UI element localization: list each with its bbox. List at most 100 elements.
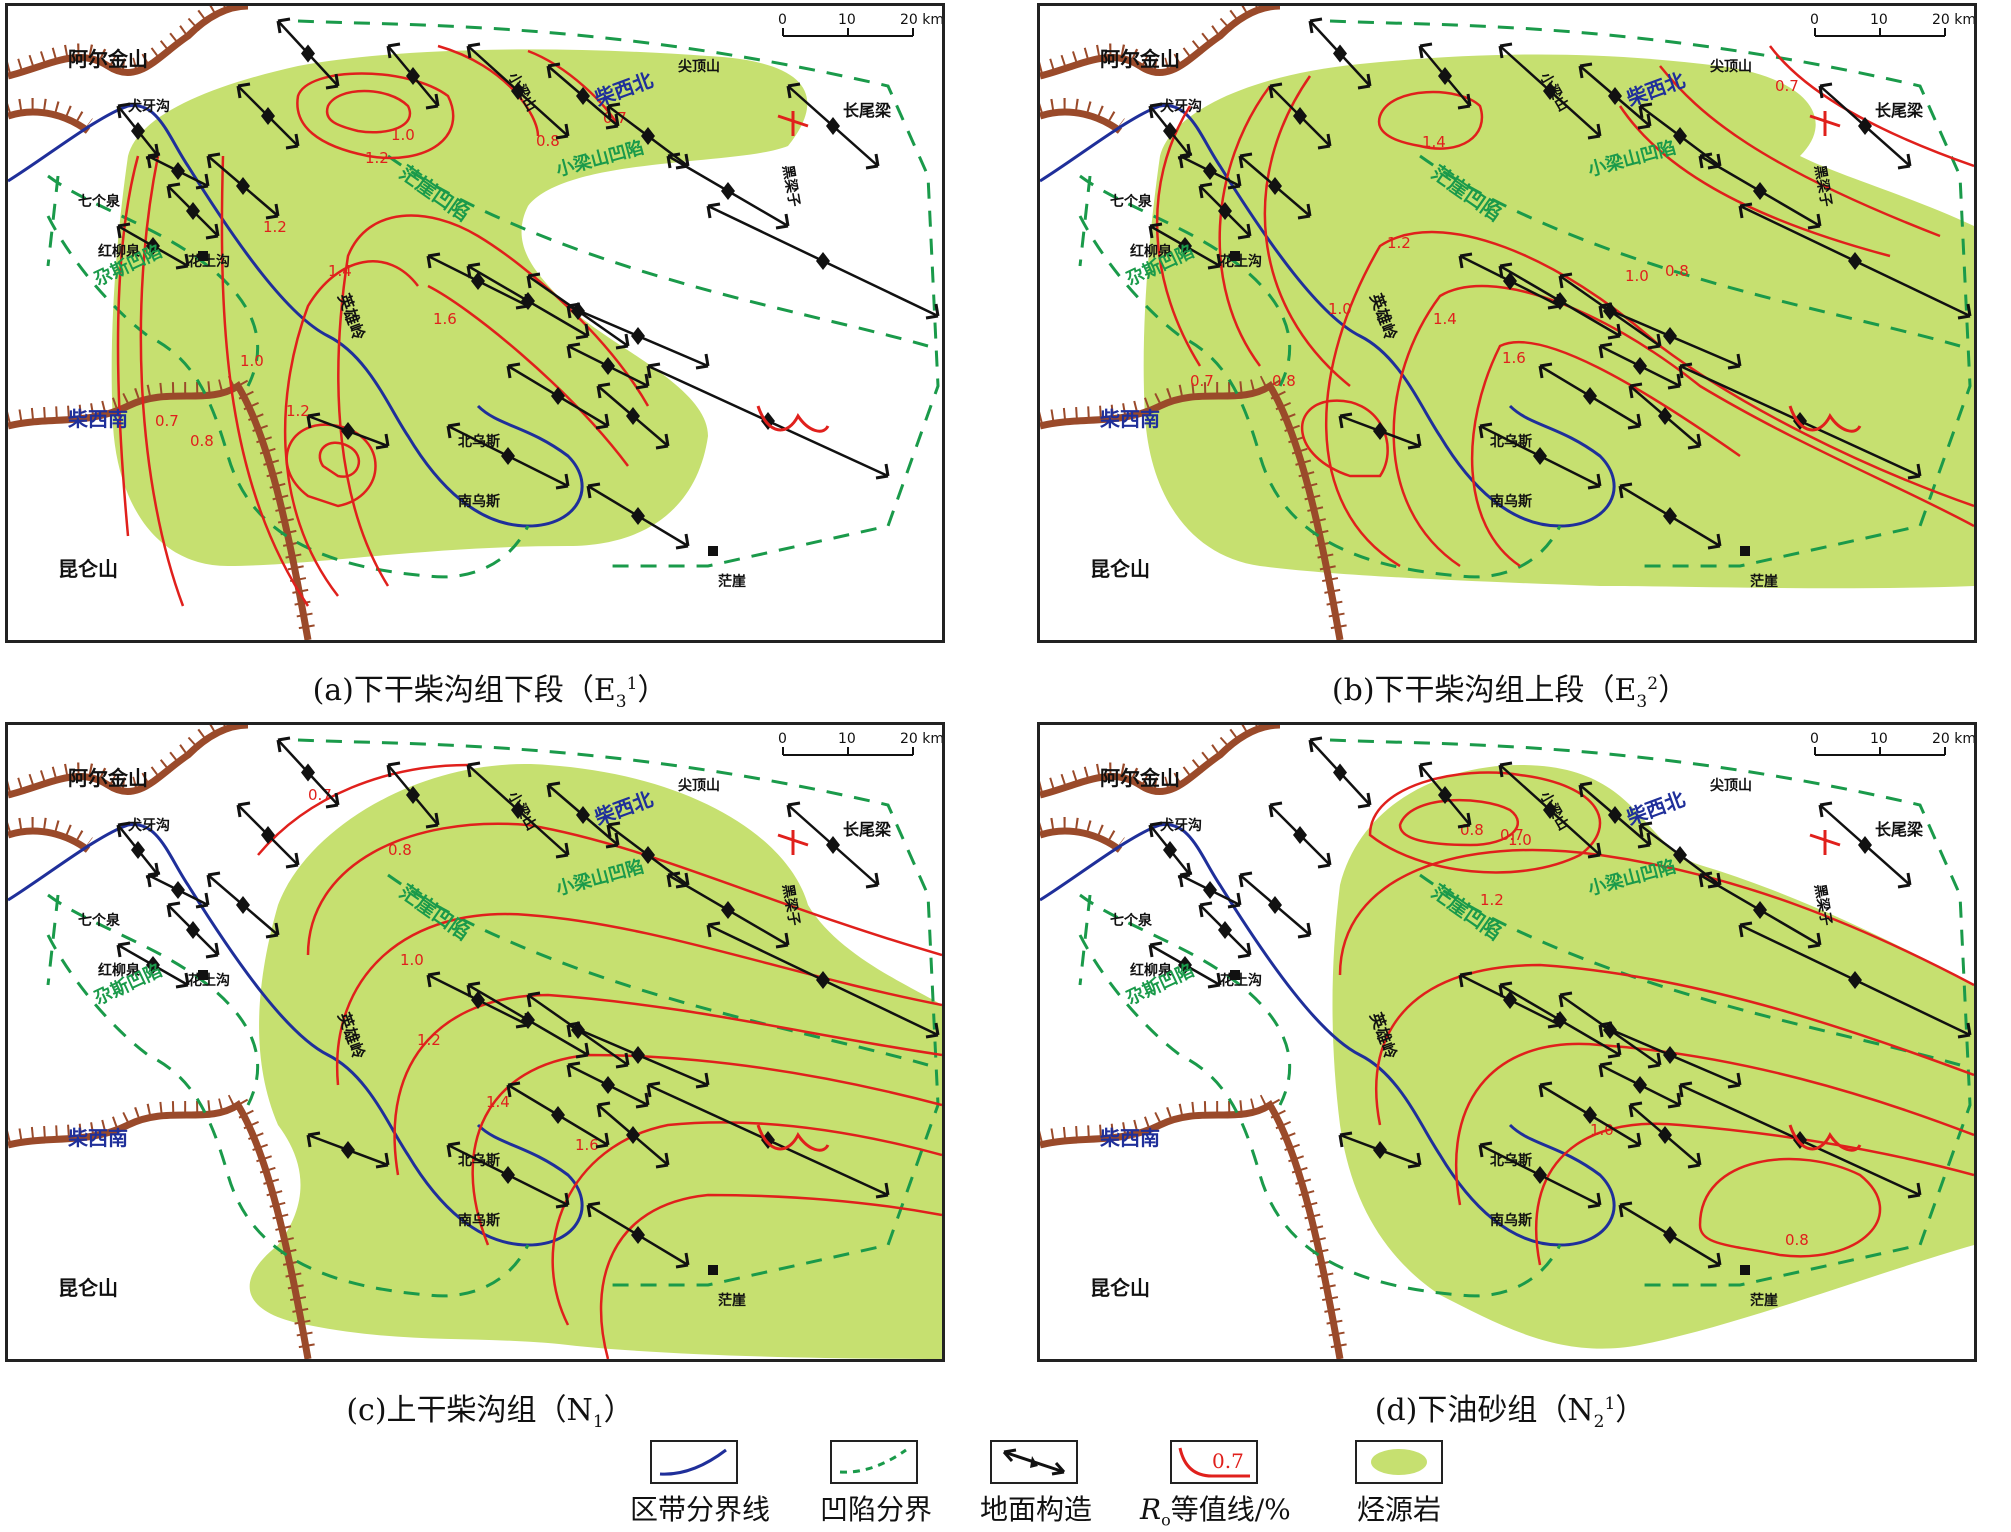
structure-arrowhead <box>1478 422 1602 490</box>
label-changweiliang: 长尾梁 <box>1875 820 1924 839</box>
caption-a-sub: 3 <box>615 692 627 712</box>
structure-arrowhead <box>386 42 440 110</box>
sag-boundary-line <box>297 19 940 568</box>
caption-b-end: ） <box>1658 673 1689 708</box>
structure-arrowhead <box>666 152 790 230</box>
structure-diamond-icon <box>1333 44 1347 63</box>
ro-contour-line <box>551 1121 942 1326</box>
structure-diamond-icon <box>721 182 735 200</box>
structure-diamond-icon <box>131 841 145 859</box>
caption-b-text: (b)下干柴沟组上段（E <box>1331 673 1637 708</box>
ro-contour-label: 0.8 <box>388 841 412 859</box>
label-chaixibei: 柴西北 <box>1623 787 1689 830</box>
sag-boundary-line <box>46 934 530 1298</box>
structure-arrowhead <box>1178 152 1242 190</box>
ro-contour-label: 0.8 <box>1665 262 1689 280</box>
caption-d-sup: 1 <box>1604 1394 1616 1414</box>
legend-zone-boundary: 区带分界线 <box>630 1440 770 1528</box>
structure-arrowhead <box>1458 252 1562 310</box>
ro-contour-swatch: 0.7 <box>1170 1440 1258 1484</box>
zone-boundary-line <box>1040 823 1616 1247</box>
structure-diamond-icon <box>236 896 250 914</box>
structure-arrowhead <box>1638 102 1722 170</box>
structure-arrowhead <box>646 362 890 480</box>
label-quanyagou: 犬牙沟 <box>1160 98 1202 115</box>
structure-diamond-icon <box>301 44 315 63</box>
label-huatugou: 花土沟 <box>1220 972 1262 989</box>
structure-arrowhead <box>1598 1061 1682 1109</box>
label-chaixinan: 柴西南 <box>67 1126 128 1150</box>
label-qigequan: 七个泉 <box>1110 912 1153 929</box>
legend-sag-boundary-label: 凹陷分界 <box>820 1493 933 1526</box>
label-altun: 阿尔金山 <box>68 47 148 71</box>
ro-contour-label: 1.4 <box>328 262 352 280</box>
ro-contour-line <box>1769 45 1974 168</box>
label-quanyagou: 犬牙沟 <box>1160 817 1202 834</box>
structure-diamond-icon <box>1658 407 1672 425</box>
structure-diamond-icon <box>626 407 640 425</box>
mountain-hatch <box>8 725 249 797</box>
map-panel-b: 0.7 0.8 1.0 1.2 1.4 1.6 1.4 1.0 0.8 0.7 0 10 20 km 阿尔… <box>1037 3 1977 643</box>
structure-diamond-icon <box>1218 921 1232 939</box>
structure-arrowhead <box>566 342 650 390</box>
structure-diamond-icon <box>1218 202 1232 220</box>
structure-diamond-icon <box>816 971 830 989</box>
caption-a: (a)下干柴沟组下段（E31） <box>0 665 980 712</box>
huatugou-marker <box>1230 251 1240 261</box>
structure-diamond-icon <box>301 763 315 782</box>
ro-contour-label: 0.8 <box>1785 1231 1809 1249</box>
structure-arrowhead <box>1598 302 1742 370</box>
structure-arrowhead <box>166 182 220 240</box>
structure-diamond-icon <box>1673 846 1687 864</box>
ro-contour-line <box>1325 230 1974 568</box>
map-svg-a: 0.70.81.01.21.41.61.21.21.0 0.80.70 10 20 k… <box>8 6 942 640</box>
caption-d: (d)下油砂组（N21） <box>1020 1385 2000 1432</box>
structure-arrowhead <box>1238 871 1312 939</box>
red-structure-icon <box>1788 1124 1862 1152</box>
mountain-hatch <box>8 1087 316 1355</box>
structure-arrowhead <box>566 302 710 370</box>
scale-bar <box>1814 28 1946 37</box>
structure-diamond-icon <box>1533 1166 1547 1184</box>
mountain-range <box>8 725 249 799</box>
scale-tick-0: 0 <box>778 731 787 747</box>
ro-contour-line <box>116 155 140 537</box>
structure-arrowhead <box>1638 821 1722 889</box>
label-kunlun: 昆仑山 <box>58 1276 118 1300</box>
structure-diamond-icon <box>631 327 645 345</box>
ro-contour-line <box>1398 798 1519 847</box>
structure-arrowhead <box>306 1131 390 1169</box>
mountain-range <box>1040 6 1281 80</box>
structure-diamond-icon <box>1293 826 1307 844</box>
scale-tick-0: 0 <box>1810 731 1819 747</box>
structure-arrowhead <box>1628 1101 1702 1169</box>
structure-arrowhead <box>1148 821 1192 879</box>
structure-arrowhead <box>1308 736 1372 809</box>
ro-contour-label: 1.6 <box>433 310 457 328</box>
structure-arrowhead <box>1598 1021 1742 1089</box>
ro-contour-label: 0.8 <box>190 432 214 450</box>
label-nanwusi: 南乌斯 <box>458 493 500 510</box>
structure-diamond-icon <box>1438 786 1452 804</box>
structure-diamond-icon <box>576 87 590 105</box>
structure-diamond-icon <box>1293 107 1307 125</box>
label-qigequan: 七个泉 <box>1110 193 1153 210</box>
ro-contour-label: 1.6 <box>575 1136 599 1154</box>
ro-contour-label: 0.8 <box>536 132 560 150</box>
label-changweiliang: 长尾梁 <box>843 820 892 839</box>
caption-b: (b)下干柴沟组上段（E32） <box>1020 665 2000 712</box>
ro-contour-line <box>220 155 310 607</box>
label-beiwusi: 北乌斯 <box>1490 1152 1532 1169</box>
ro-contour-label: 0.8 <box>1272 372 1296 390</box>
structure-arrowhead <box>566 1021 710 1089</box>
scale-bar <box>782 747 914 756</box>
map-svg-b: 0.7 0.8 1.0 1.2 1.4 1.6 1.4 1.0 0.8 0.7 0 10 20 km 阿尔… <box>1040 6 1974 640</box>
sag-boundary-line <box>297 738 940 1287</box>
red-fault-icon <box>1809 111 1841 136</box>
map-panel-a: 0.7 0.8 1.0 1.2 1.4 1.6 1.2 1.2 1.0 0.8 0.7 0 10 20 k… <box>5 3 945 643</box>
structure-diamond-icon <box>1333 763 1347 782</box>
caption-c-end: ） <box>603 1393 634 1428</box>
source-rock-area <box>249 764 942 1359</box>
red-fault-icon <box>777 111 809 136</box>
structure-arrowhead <box>1558 272 1662 350</box>
